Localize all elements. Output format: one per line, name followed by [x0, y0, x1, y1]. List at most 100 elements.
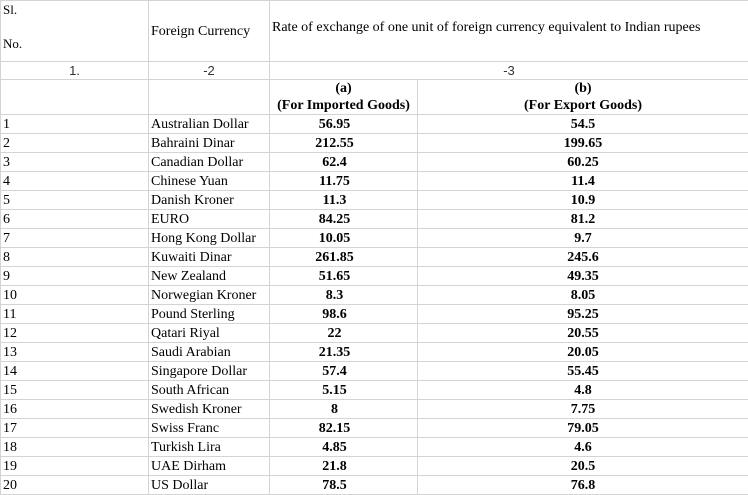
sl-cell[interactable]: 8 [1, 248, 149, 267]
imported-rate-cell[interactable]: 8 [270, 400, 418, 419]
export-rate-cell[interactable]: 7.75 [418, 400, 748, 419]
imported-rate-cell[interactable]: 11.75 [270, 172, 418, 191]
imported-rate-cell[interactable]: 11.3 [270, 191, 418, 210]
currency-cell[interactable]: Singapore Dollar [149, 362, 270, 381]
imported-rate-cell[interactable]: 56.95 [270, 115, 418, 134]
currency-cell[interactable]: Chinese Yuan [149, 172, 270, 191]
subheader-export[interactable]: (b) (For Export Goods) [418, 80, 748, 115]
col-number-rate[interactable]: -3 [270, 62, 748, 80]
export-rate-cell[interactable]: 10.9 [418, 191, 748, 210]
sl-cell[interactable]: 6 [1, 210, 149, 229]
export-rate-cell[interactable]: 81.2 [418, 210, 748, 229]
imported-rate-cell[interactable]: 82.15 [270, 419, 418, 438]
sl-cell[interactable]: 18 [1, 438, 149, 457]
export-rate-cell[interactable]: 55.45 [418, 362, 748, 381]
subheader-export-desc: (For Export Goods) [420, 97, 746, 114]
sl-cell[interactable]: 3 [1, 153, 149, 172]
currency-cell[interactable]: Pound Sterling [149, 305, 270, 324]
imported-rate-cell[interactable]: 21.8 [270, 457, 418, 476]
currency-cell[interactable]: South African [149, 381, 270, 400]
export-rate-cell[interactable]: 199.65 [418, 134, 748, 153]
imported-rate-cell[interactable]: 261.85 [270, 248, 418, 267]
currency-cell[interactable]: Danish Kroner [149, 191, 270, 210]
subheader-empty-currency[interactable] [149, 80, 270, 115]
imported-rate-cell[interactable]: 22 [270, 324, 418, 343]
export-rate-cell[interactable]: 60.25 [418, 153, 748, 172]
col-number-sl[interactable]: 1. [1, 62, 149, 80]
export-rate-cell[interactable]: 95.25 [418, 305, 748, 324]
imported-rate-cell[interactable]: 8.3 [270, 286, 418, 305]
export-rate-cell[interactable]: 4.6 [418, 438, 748, 457]
sl-cell[interactable]: 2 [1, 134, 149, 153]
imported-rate-cell[interactable]: 4.85 [270, 438, 418, 457]
export-rate-cell[interactable]: 9.7 [418, 229, 748, 248]
export-rate-cell[interactable]: 20.05 [418, 343, 748, 362]
currency-cell[interactable]: Hong Kong Dollar [149, 229, 270, 248]
imported-rate-cell[interactable]: 51.65 [270, 267, 418, 286]
currency-cell[interactable]: New Zealand [149, 267, 270, 286]
export-rate-cell[interactable]: 54.5 [418, 115, 748, 134]
foreign-currency-header[interactable]: Foreign Currency [149, 1, 270, 62]
export-rate-cell[interactable]: 245.6 [418, 248, 748, 267]
imported-rate-cell[interactable]: 62.4 [270, 153, 418, 172]
export-rate-cell[interactable]: 20.5 [418, 457, 748, 476]
currency-cell[interactable]: Norwegian Kroner [149, 286, 270, 305]
currency-cell[interactable]: Saudi Arabian [149, 343, 270, 362]
export-rate-cell[interactable]: 4.8 [418, 381, 748, 400]
currency-cell[interactable]: Swedish Kroner [149, 400, 270, 419]
sl-no-header-line1: Sl. [3, 1, 146, 18]
currency-cell[interactable]: Bahraini Dinar [149, 134, 270, 153]
currency-cell[interactable]: Swiss Franc [149, 419, 270, 438]
rate-header[interactable]: Rate of exchange of one unit of foreign … [270, 1, 748, 62]
sl-cell[interactable]: 11 [1, 305, 149, 324]
currency-cell[interactable]: UAE Dirham [149, 457, 270, 476]
sl-cell[interactable]: 15 [1, 381, 149, 400]
sl-cell[interactable]: 1 [1, 115, 149, 134]
currency-cell[interactable]: Australian Dollar [149, 115, 270, 134]
currency-cell[interactable]: EURO [149, 210, 270, 229]
sl-cell[interactable]: 7 [1, 229, 149, 248]
export-rate-cell[interactable]: 8.05 [418, 286, 748, 305]
imported-rate-cell[interactable]: 78.5 [270, 476, 418, 495]
imported-rate-cell[interactable]: 84.25 [270, 210, 418, 229]
subheader-row: (a) (For Imported Goods) (b) (For Export… [1, 80, 748, 115]
sl-cell[interactable]: 10 [1, 286, 149, 305]
col-number-currency[interactable]: -2 [149, 62, 270, 80]
subheader-empty-sl[interactable] [1, 80, 149, 115]
sl-cell[interactable]: 5 [1, 191, 149, 210]
imported-rate-cell[interactable]: 21.35 [270, 343, 418, 362]
export-rate-cell[interactable]: 11.4 [418, 172, 748, 191]
sl-cell[interactable]: 19 [1, 457, 149, 476]
currency-cell[interactable]: US Dollar [149, 476, 270, 495]
sl-cell[interactable]: 4 [1, 172, 149, 191]
imported-rate-cell[interactable]: 98.6 [270, 305, 418, 324]
export-rate-cell[interactable]: 76.8 [418, 476, 748, 495]
sl-cell[interactable]: 16 [1, 400, 149, 419]
currency-cell[interactable]: Canadian Dollar [149, 153, 270, 172]
sl-cell[interactable]: 9 [1, 267, 149, 286]
imported-rate-cell[interactable]: 212.55 [270, 134, 418, 153]
currency-cell[interactable]: Qatari Riyal [149, 324, 270, 343]
sl-cell[interactable]: 17 [1, 419, 149, 438]
sl-cell[interactable]: 13 [1, 343, 149, 362]
sl-no-header[interactable]: Sl. No. [1, 1, 149, 62]
imported-rate-cell[interactable]: 10.05 [270, 229, 418, 248]
export-rate-cell[interactable]: 49.35 [418, 267, 748, 286]
imported-rate-cell[interactable]: 57.4 [270, 362, 418, 381]
subheader-imported[interactable]: (a) (For Imported Goods) [270, 80, 418, 115]
currency-cell[interactable]: Turkish Lira [149, 438, 270, 457]
currency-cell[interactable]: Kuwaiti Dinar [149, 248, 270, 267]
export-rate-cell[interactable]: 79.05 [418, 419, 748, 438]
imported-rate-cell[interactable]: 5.15 [270, 381, 418, 400]
sl-cell[interactable]: 12 [1, 324, 149, 343]
sl-cell[interactable]: 14 [1, 362, 149, 381]
export-rate-cell[interactable]: 20.55 [418, 324, 748, 343]
sl-cell[interactable]: 20 [1, 476, 149, 495]
